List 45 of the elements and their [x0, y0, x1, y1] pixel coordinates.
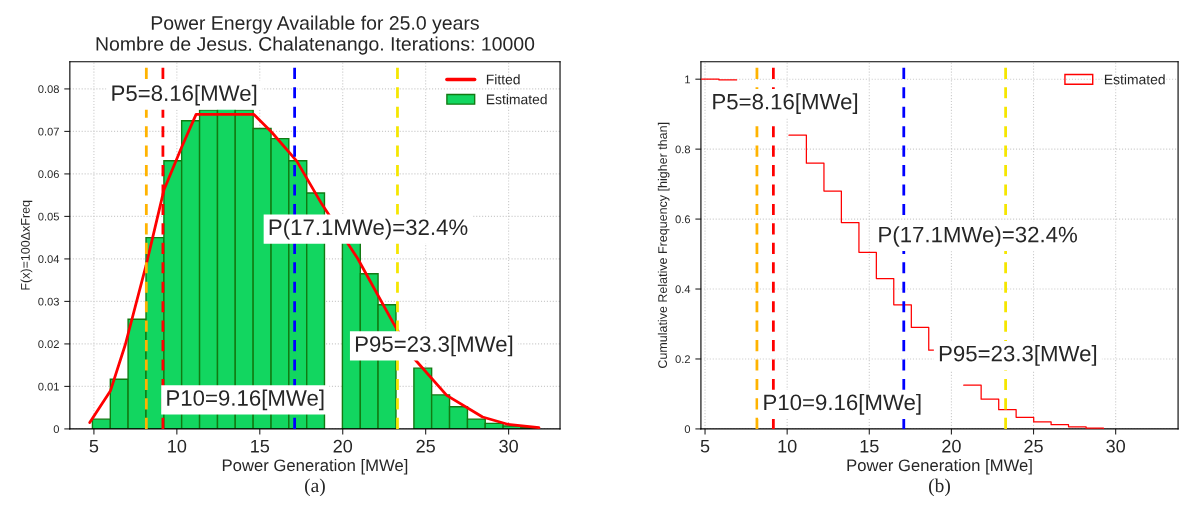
x-axis-title: Power Generation [MWe] [847, 458, 1032, 475]
x-tick-label: 20 [333, 439, 353, 453]
x-tick-label: 10 [778, 439, 797, 453]
y-tick-label: 0.4 [675, 285, 691, 294]
y-tick-label: 0.01 [38, 382, 59, 391]
legend-label: Estimated [486, 94, 547, 105]
x-tick-label: 15 [860, 439, 879, 453]
chart-title: Power Energy Available for 25.0 years Nombre de Jesus. Chalatenango. Iterations: 10000 [96, 15, 535, 55]
y-tick-label: 0.02 [38, 340, 59, 349]
x-tick-label: 30 [1106, 439, 1125, 453]
legend-label: Fitted [486, 74, 520, 85]
y-tick-label: 0.05 [38, 212, 59, 221]
x-axis-title: Power Generation [MWe] [222, 458, 408, 475]
y-tick-label: 1 [685, 75, 690, 84]
y-tick-label: 0.06 [38, 170, 59, 179]
y-tick-label: 0.04 [38, 255, 60, 264]
annotation: P5=8.16[MWe] [112, 84, 257, 106]
x-tick-label: 25 [1024, 439, 1043, 453]
y-tick-label: 0.03 [38, 297, 59, 306]
annotation: P10=9.16[MWe] [167, 389, 324, 411]
x-tick-label: 25 [416, 439, 435, 453]
x-tick-label: 30 [499, 439, 518, 453]
annotation: P95=23.3[MWe] [939, 345, 1097, 366]
x-tick-label: 5 [700, 439, 710, 453]
annotation: P5=8.16[MWe] [713, 93, 858, 114]
y-tick-label: 0.08 [38, 85, 59, 94]
annotation: P(17.1MWe)=32.4% [879, 226, 1077, 247]
y-tick-label: 0 [53, 425, 60, 434]
text: (b) [929, 478, 950, 497]
y-axis-title: Cumulative Relative Frequency [higher than] [657, 122, 670, 368]
y-axis-title: F(x)=100ΔxFreq [20, 200, 33, 290]
y-tick-label: 0.8 [675, 145, 691, 154]
legend-label: Estimated [1104, 74, 1165, 85]
annotation: P95=23.3[MWe] [355, 335, 513, 357]
text: (a) [305, 478, 325, 497]
x-tick-label: 15 [251, 439, 270, 453]
x-tick-label: 5 [89, 439, 99, 453]
y-tick-label: 0.2 [675, 355, 690, 364]
x-tick-label: 10 [168, 439, 187, 453]
annotation: P(17.1MWe)=32.4% [269, 218, 468, 240]
x-tick-label: 20 [942, 439, 961, 453]
annotation: P10=9.16[MWe] [764, 393, 921, 415]
y-tick-label: 0 [684, 425, 691, 434]
y-tick-label: 0.07 [38, 127, 59, 136]
y-tick-label: 0.6 [675, 215, 691, 224]
